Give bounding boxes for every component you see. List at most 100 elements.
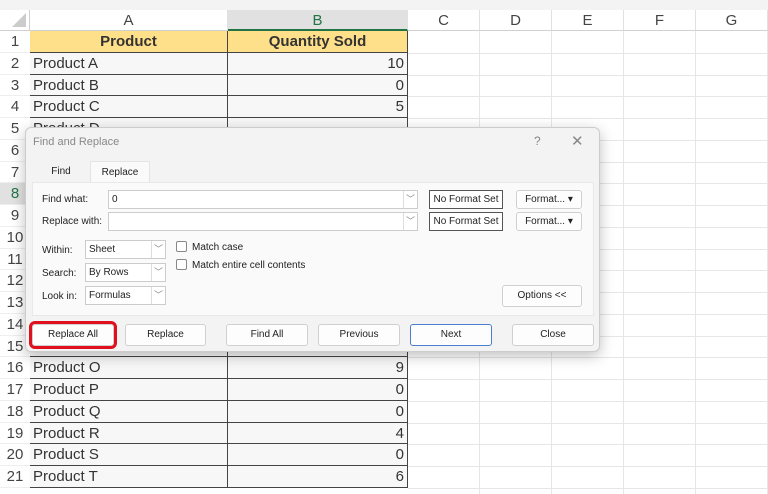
- find-what-value: 0: [112, 194, 118, 205]
- close-icon[interactable]: ✕: [571, 133, 584, 150]
- product-cell[interactable]: Product Q: [30, 400, 228, 423]
- look-in-select[interactable]: Formulas ﹀: [85, 286, 166, 305]
- row-header-2[interactable]: 2: [0, 53, 30, 75]
- row-header-14[interactable]: 14: [0, 314, 30, 336]
- column-header-g[interactable]: G: [696, 10, 768, 31]
- tab-replace[interactable]: Replace: [90, 161, 150, 183]
- search-value: By Rows: [89, 267, 129, 278]
- row-header-5[interactable]: 5: [0, 118, 30, 140]
- format-label: Format...: [525, 194, 566, 205]
- row-header-21[interactable]: 21: [0, 466, 30, 488]
- find-format-button[interactable]: Format... ▾: [516, 190, 582, 209]
- row-header-6[interactable]: 6: [0, 140, 30, 162]
- find-what-label: Find what:: [42, 194, 89, 205]
- row-header-3[interactable]: 3: [0, 75, 30, 97]
- options-button[interactable]: Options <<: [502, 285, 582, 307]
- quantity-cell[interactable]: 6: [228, 466, 408, 488]
- product-cell[interactable]: Product C: [30, 96, 228, 119]
- row-header-13[interactable]: 13: [0, 292, 30, 314]
- next-button[interactable]: Next: [410, 324, 492, 346]
- column-header-b[interactable]: B: [228, 10, 408, 31]
- replace-with-label: Replace with:: [42, 216, 103, 227]
- product-cell[interactable]: Product S: [30, 444, 228, 467]
- row-header-18[interactable]: 18: [0, 401, 30, 423]
- gridline: [408, 444, 768, 446]
- row-header-1[interactable]: 1: [0, 31, 30, 53]
- gridline: [408, 379, 768, 381]
- row-header-9[interactable]: 9: [0, 205, 30, 227]
- find-all-button[interactable]: Find All: [226, 324, 308, 346]
- quantity-cell[interactable]: 5: [228, 96, 408, 119]
- header-product[interactable]: Product: [30, 31, 228, 53]
- dialog-title: Find and Replace: [33, 136, 120, 148]
- within-label: Within:: [42, 245, 73, 256]
- previous-button[interactable]: Previous: [318, 324, 400, 346]
- toolbar-strip: [0, 0, 768, 10]
- product-cell[interactable]: Product B: [30, 74, 228, 97]
- match-entire-label[interactable]: Match entire cell contents: [192, 260, 306, 271]
- quantity-cell[interactable]: 9: [228, 357, 408, 380]
- row-header-7[interactable]: 7: [0, 162, 30, 184]
- tab-find[interactable]: Find: [51, 166, 71, 177]
- gridline: [408, 487, 768, 489]
- row-header-10[interactable]: 10: [0, 227, 30, 249]
- gridline: [408, 400, 768, 402]
- column-header-d[interactable]: D: [480, 10, 552, 31]
- chevron-down-icon[interactable]: ﹀: [403, 191, 417, 208]
- row-header-8[interactable]: 8: [0, 183, 30, 206]
- quantity-cell[interactable]: 4: [228, 422, 408, 445]
- column-header-a[interactable]: A: [30, 10, 228, 31]
- gridline: [408, 466, 768, 468]
- row-header-4[interactable]: 4: [0, 96, 30, 119]
- replace-format-preview: No Format Set: [429, 212, 503, 231]
- product-cell[interactable]: Product R: [30, 422, 228, 445]
- replace-all-button[interactable]: Replace All: [29, 321, 117, 349]
- row-header-16[interactable]: 16: [0, 357, 30, 380]
- gridline: [623, 31, 624, 494]
- match-case-checkbox[interactable]: [176, 241, 187, 252]
- product-cell[interactable]: Product A: [30, 52, 228, 75]
- find-replace-dialog: Find and Replace ? ✕ Find Replace Find w…: [25, 127, 600, 352]
- find-what-input[interactable]: 0 ﹀: [108, 190, 418, 209]
- product-cell[interactable]: Product T: [30, 466, 228, 488]
- row-header-11[interactable]: 11: [0, 249, 30, 271]
- gridline: [408, 357, 768, 359]
- gridline: [408, 96, 768, 98]
- row-header-20[interactable]: 20: [0, 444, 30, 467]
- column-header-c[interactable]: C: [408, 10, 480, 31]
- match-entire-checkbox[interactable]: [176, 259, 187, 270]
- gridline: [408, 52, 768, 54]
- chevron-down-icon: ﹀: [151, 287, 165, 304]
- row-header-12[interactable]: 12: [0, 270, 30, 293]
- search-select[interactable]: By Rows ﹀: [85, 263, 166, 282]
- gridline: [408, 422, 768, 424]
- header-quantity[interactable]: Quantity Sold: [228, 31, 408, 53]
- replace-button[interactable]: Replace: [125, 324, 206, 346]
- row-header-19[interactable]: 19: [0, 423, 30, 445]
- search-label: Search:: [42, 268, 77, 279]
- gridline: [408, 74, 768, 76]
- match-case-label[interactable]: Match case: [192, 242, 244, 253]
- product-cell[interactable]: Product P: [30, 379, 228, 401]
- quantity-cell[interactable]: 0: [228, 74, 408, 97]
- chevron-down-icon[interactable]: ﹀: [403, 213, 417, 230]
- quantity-cell[interactable]: 0: [228, 379, 408, 401]
- row-header-15[interactable]: 15: [0, 336, 30, 358]
- chevron-down-icon: ﹀: [151, 241, 165, 258]
- help-icon[interactable]: ?: [534, 134, 541, 148]
- look-in-value: Formulas: [89, 290, 131, 301]
- column-header-f[interactable]: F: [624, 10, 696, 31]
- row-header-17[interactable]: 17: [0, 379, 30, 401]
- within-value: Sheet: [89, 244, 116, 255]
- quantity-cell[interactable]: 0: [228, 400, 408, 423]
- format-label: Format...: [525, 216, 566, 227]
- quantity-cell[interactable]: 10: [228, 52, 408, 75]
- product-cell[interactable]: Product O: [30, 357, 228, 380]
- column-header-e[interactable]: E: [552, 10, 624, 31]
- quantity-cell[interactable]: 0: [228, 444, 408, 467]
- replace-with-input[interactable]: ﹀: [108, 212, 418, 231]
- select-all-corner[interactable]: [0, 10, 30, 31]
- replace-format-button[interactable]: Format... ▾: [516, 212, 582, 231]
- close-button[interactable]: Close: [512, 324, 594, 346]
- within-select[interactable]: Sheet ﹀: [85, 240, 166, 259]
